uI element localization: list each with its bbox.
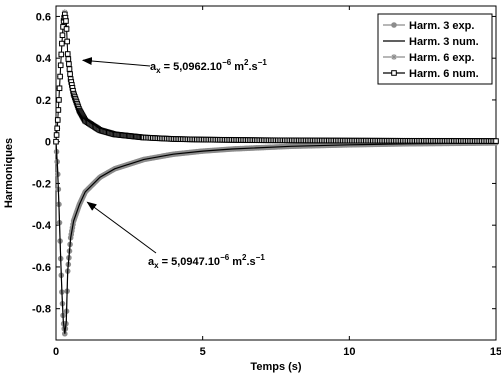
square-marker <box>391 70 397 76</box>
legend-entry: Harm. 3 num. <box>409 36 479 48</box>
square-marker <box>63 18 69 24</box>
annotation-1: ax = 5,0962.10−6 m2.s−1 <box>81 57 267 75</box>
series-line <box>55 141 497 334</box>
series-2 <box>55 141 497 334</box>
y-tick-label: 0 <box>45 137 51 149</box>
circle-marker <box>391 22 397 28</box>
legend-entry: Harm. 6 num. <box>409 68 479 80</box>
square-marker <box>53 132 60 138</box>
legend-entry: Harm. 6 exp. <box>409 52 474 64</box>
series-markers <box>53 11 499 145</box>
square-marker <box>59 40 65 47</box>
series-layer <box>53 9 499 337</box>
annotation-arrow <box>86 201 157 254</box>
legend-entry: Harm. 3 exp. <box>409 20 474 32</box>
square-marker <box>64 51 71 57</box>
annotation-2: ax = 5,0947.10−6 m2.s−1 <box>86 201 265 270</box>
x-tick-label: 15 <box>490 346 501 358</box>
square-marker <box>65 56 72 62</box>
square-marker <box>67 71 73 77</box>
square-marker <box>493 138 499 144</box>
square-marker <box>63 26 70 32</box>
y-tick-label: 0.4 <box>36 53 52 65</box>
series-markers <box>53 138 499 337</box>
annotation-text: ax = 5,0947.10−6 m2.s−1 <box>148 253 265 270</box>
x-tick-label: 0 <box>53 346 59 358</box>
square-marker <box>66 66 73 72</box>
y-tick-label: 0.2 <box>36 95 51 107</box>
square-marker <box>58 51 65 58</box>
y-tick-label: 0.6 <box>36 11 51 23</box>
x-tick-label: 5 <box>200 346 206 358</box>
square-marker <box>66 61 72 67</box>
square-marker <box>55 107 62 113</box>
y-axis-label: Harmoniques <box>3 138 15 208</box>
legend-box <box>377 13 493 85</box>
y-tick-label: -0.4 <box>32 220 52 232</box>
legend: Harm. 3 exp. Harm. 3 num. Harm. 6 exp. Harm… <box>377 13 493 85</box>
series-1 <box>53 138 499 337</box>
axes: 0 5 10 15 0.6 0.4 0.2 0 -0.2 -0.4 -0.6 -0.8 <box>32 5 501 358</box>
star-marker <box>391 54 397 60</box>
square-marker <box>64 38 70 45</box>
annotation-arrow <box>81 57 151 67</box>
series-4 <box>53 11 499 145</box>
square-marker <box>54 117 61 123</box>
square-marker <box>56 85 63 92</box>
square-marker <box>59 32 66 39</box>
annotation-text: ax = 5,0962.10−6 m2.s−1 <box>150 58 267 75</box>
square-marker <box>57 73 63 80</box>
x-tick-label: 10 <box>343 346 355 358</box>
square-marker <box>56 97 62 103</box>
y-tick-label: -0.8 <box>32 304 51 316</box>
square-marker <box>54 125 60 132</box>
annotations: ax = 5,0962.10−6 m2.s−1 ax = 5,0947.10−6 … <box>81 57 267 270</box>
y-tick-label: -0.6 <box>32 262 51 274</box>
series-line <box>55 141 497 334</box>
square-marker <box>53 138 59 145</box>
x-axis-label: Temps (s) <box>250 361 301 373</box>
square-marker <box>57 62 64 69</box>
y-tick-label: -0.2 <box>32 178 51 190</box>
